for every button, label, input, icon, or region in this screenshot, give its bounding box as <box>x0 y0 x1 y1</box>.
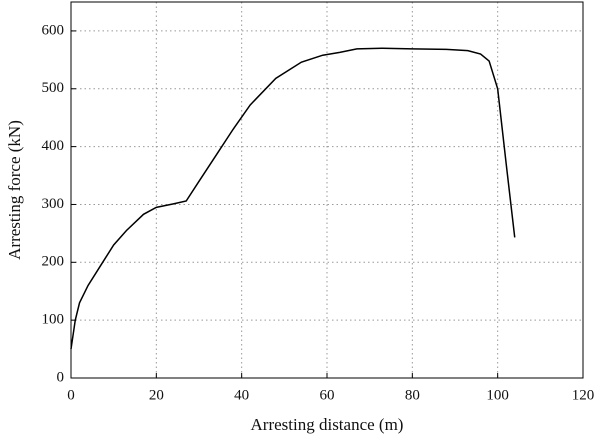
x-axis-title: Arresting distance (m) <box>251 415 404 434</box>
x-tick-label: 0 <box>67 387 75 403</box>
y-tick-label: 500 <box>42 80 65 96</box>
plot-frame <box>70 1 584 379</box>
y-tick-label: 300 <box>42 196 65 212</box>
x-tick-label: 120 <box>572 387 595 403</box>
y-tick-label: 200 <box>42 254 65 270</box>
x-tick-label: 20 <box>149 387 164 403</box>
y-tick-label: 600 <box>42 22 65 38</box>
line <box>70 47 516 350</box>
x-tick-label: 100 <box>486 387 509 403</box>
y-axis-title: Arresting force (kN) <box>5 120 24 260</box>
y-tick-label: 400 <box>42 138 65 154</box>
y-tick-label: 0 <box>57 369 65 385</box>
x-tick-label: 80 <box>405 387 420 403</box>
x-tick-label: 60 <box>320 387 335 403</box>
x-tick-label: 40 <box>234 387 249 403</box>
y-tick-label: 100 <box>42 312 65 328</box>
